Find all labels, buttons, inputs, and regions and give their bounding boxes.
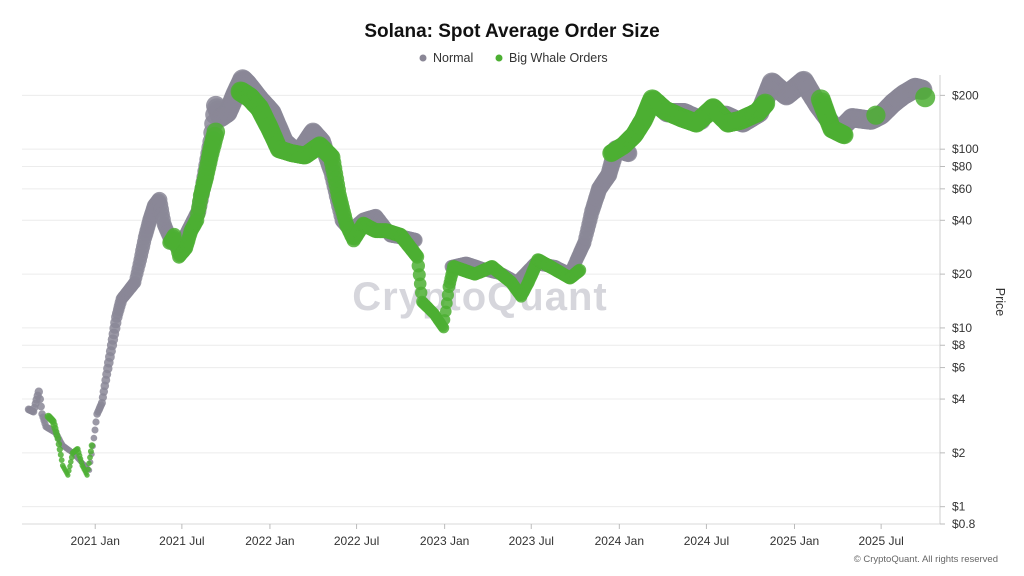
data-points <box>24 69 936 478</box>
point-normal <box>37 402 45 411</box>
x-tick-label-2022-jan: 2022 Jan <box>245 534 294 548</box>
point-normal <box>35 395 45 404</box>
point-normal <box>92 418 100 426</box>
y-tick-label-40: $40 <box>952 213 972 227</box>
y-axis-title: Price <box>993 288 1007 317</box>
point-big-whale-orders <box>835 125 854 145</box>
x-tick-label-2025-jan: 2025 Jan <box>770 534 819 548</box>
legend[interactable]: Normal Big Whale Orders <box>419 51 608 65</box>
point-big-whale-orders <box>413 277 427 291</box>
y-tick-label-10: $10 <box>952 321 972 335</box>
point-big-whale-orders <box>206 122 226 142</box>
y-tick-label-2: $2 <box>952 446 966 460</box>
y-tick-label-6: $6 <box>952 361 966 375</box>
x-tick-label-2021-jul: 2021 Jul <box>159 534 204 548</box>
y-tick-label-200: $200 <box>952 88 979 102</box>
point-big-whale-orders <box>84 472 90 478</box>
legend-marker-big-whale-orders <box>495 54 503 62</box>
point-big-whale-orders <box>68 459 74 465</box>
point-big-whale-orders <box>87 454 93 461</box>
chart-title: Solana: Spot Average Order Size <box>364 21 659 42</box>
x-tick-label-2021-jan: 2021 Jan <box>71 534 120 548</box>
series-big-whale-orders <box>44 81 936 478</box>
y-tick-label-8: $8 <box>952 338 966 352</box>
watermark: CryptoQuant <box>352 275 607 319</box>
point-big-whale-orders <box>68 454 75 461</box>
point-normal <box>90 434 98 442</box>
y-tick-label-1: $1 <box>952 500 966 514</box>
point-big-whale-orders <box>438 322 450 334</box>
point-big-whale-orders <box>56 446 63 453</box>
point-big-whale-orders <box>915 87 936 108</box>
legend-marker-normal <box>419 54 427 62</box>
copyright-credit: © CryptoQuant. All rights reserved <box>854 554 998 565</box>
point-big-whale-orders <box>67 463 73 469</box>
point-big-whale-orders <box>58 457 65 463</box>
point-big-whale-orders <box>55 440 63 448</box>
y-tick-label-0-8: $0.8 <box>952 517 976 531</box>
x-tick-label-2023-jul: 2023 Jul <box>509 534 554 548</box>
x-axis-ticks: 2021 Jan 2021 Jul 2022 Jan 2022 Jul 2023 Jan… <box>71 524 904 548</box>
x-tick-label-2024-jan: 2024 Jan <box>595 534 644 548</box>
x-tick-label-2022-jul: 2022 Jul <box>334 534 379 548</box>
y-tick-label-4: $4 <box>952 392 966 406</box>
point-big-whale-orders <box>54 435 62 443</box>
point-big-whale-orders <box>66 468 72 474</box>
y-axis-ticks: $200 $100 $80 $60 $40 $20 $10 $8 $6 $4 $2 $1 $0.8 <box>940 88 979 531</box>
point-normal <box>34 387 43 396</box>
x-tick-label-2023-jan: 2023 Jan <box>420 534 469 548</box>
point-big-whale-orders <box>415 286 428 299</box>
x-tick-label-2024-jul: 2024 Jul <box>684 534 729 548</box>
y-tick-label-80: $80 <box>952 159 972 173</box>
legend-label-normal[interactable]: Normal <box>433 51 473 65</box>
point-big-whale-orders <box>755 93 776 114</box>
point-big-whale-orders <box>573 263 587 277</box>
y-tick-label-20: $20 <box>952 267 972 281</box>
point-big-whale-orders <box>88 442 96 449</box>
point-big-whale-orders <box>87 448 94 455</box>
x-tick-label-2025-jul: 2025 Jul <box>858 534 903 548</box>
point-big-whale-orders <box>85 466 91 472</box>
point-big-whale-orders <box>57 451 64 458</box>
point-big-whale-orders <box>86 460 92 467</box>
y-tick-label-100: $100 <box>952 142 979 156</box>
point-big-whale-orders <box>65 472 71 478</box>
y-tick-label-60: $60 <box>952 182 972 196</box>
point-big-whale-orders <box>866 105 886 125</box>
legend-label-big-whale-orders[interactable]: Big Whale Orders <box>509 51 608 65</box>
point-normal <box>91 426 99 434</box>
